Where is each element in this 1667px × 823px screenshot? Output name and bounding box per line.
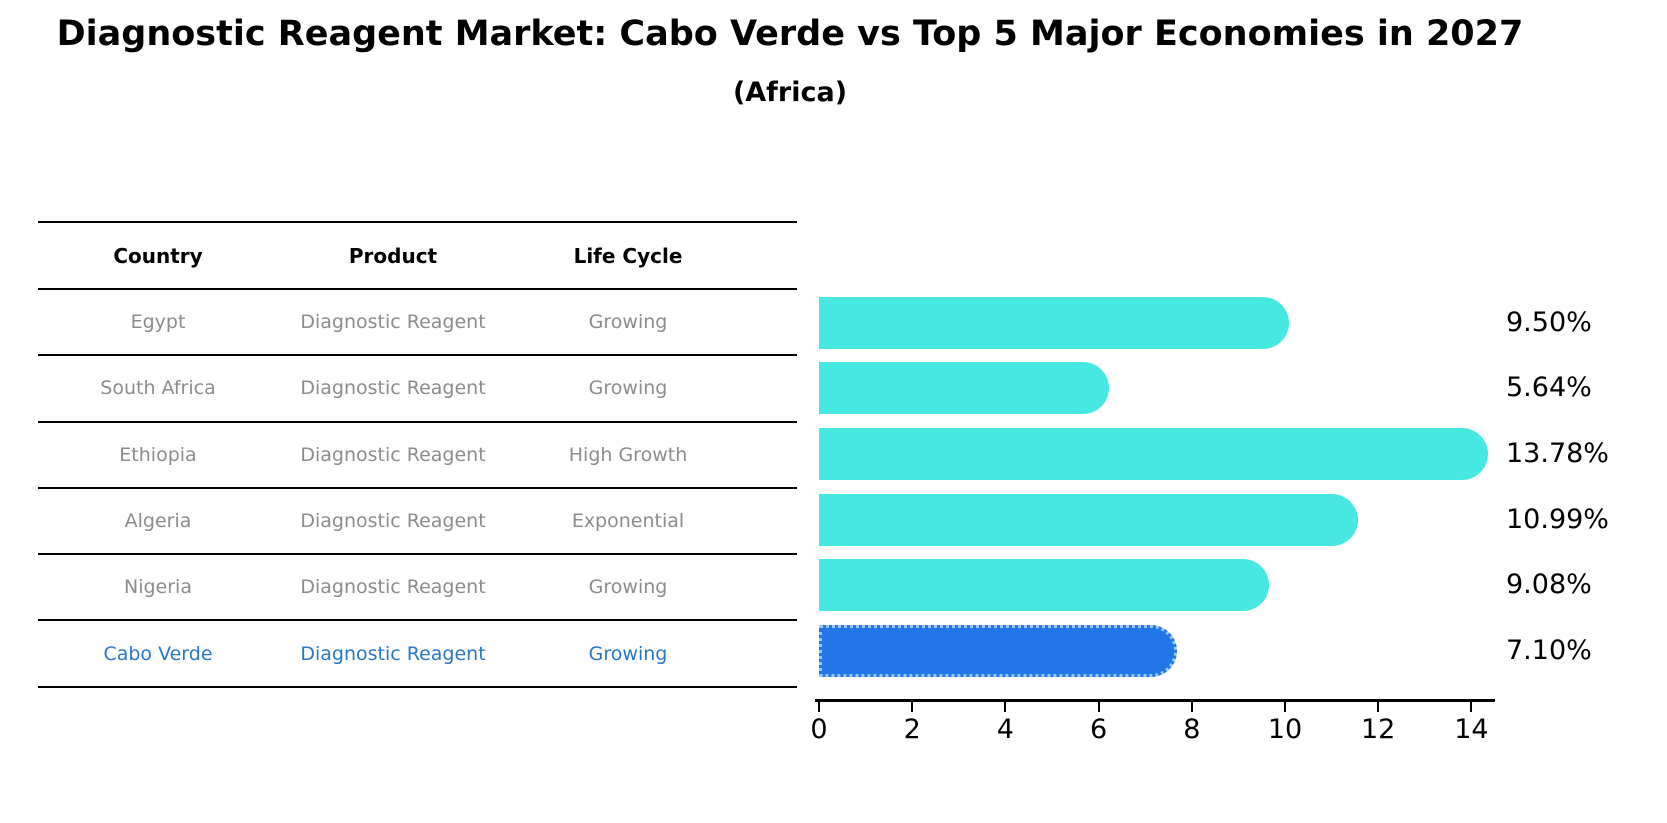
bar-south-africa	[819, 362, 1109, 414]
x-axis-tick-label: 0	[810, 714, 828, 745]
table-cell-life-cycle: Growing	[588, 311, 668, 334]
table-cell-product: Diagnostic Reagent	[300, 377, 486, 400]
table-row-egypt: Egypt Diagnostic Reagent Growing	[38, 290, 797, 357]
bar-value-label: 13.78%	[1506, 438, 1609, 469]
table-row-south-africa: South Africa Diagnostic Reagent Growing	[38, 356, 797, 423]
bar-value-label: 9.08%	[1506, 569, 1592, 600]
x-axis-tick-label: 4	[996, 714, 1014, 745]
table-cell-country: South Africa	[100, 377, 216, 400]
table-row-ethiopia: Ethiopia Diagnostic Reagent High Growth	[38, 423, 797, 489]
table-cell-country: Algeria	[124, 510, 192, 533]
bar-algeria	[819, 494, 1359, 546]
x-axis-tick-label: 14	[1454, 714, 1489, 745]
x-axis-tick	[1097, 702, 1100, 712]
table-cell-country: Ethiopia	[119, 443, 197, 466]
table-cell-product: Diagnostic Reagent	[300, 642, 486, 665]
country-table: Country Product Life Cycle Egypt Diagnos…	[38, 221, 797, 688]
x-axis-tick-label: 2	[903, 714, 921, 745]
bar-value-label: 10.99%	[1506, 504, 1609, 535]
table-cell-country: Nigeria	[124, 576, 192, 599]
table-cell-product: Diagnostic Reagent	[300, 311, 486, 334]
x-axis-tick	[818, 702, 820, 712]
bar-nigeria	[819, 559, 1270, 611]
x-axis	[815, 699, 1495, 702]
bar-egypt	[819, 297, 1289, 349]
table-cell-product: Diagnostic Reagent	[300, 443, 486, 466]
bar-value-label: 9.50%	[1506, 307, 1592, 338]
x-axis-tick	[911, 702, 914, 712]
table-cell-product: Diagnostic Reagent	[300, 510, 486, 533]
table-header-row: Country Product Life Cycle	[38, 223, 797, 290]
x-axis-tick	[1377, 702, 1380, 712]
table-cell-life-cycle: Exponential	[571, 510, 685, 533]
table-cell-product: Diagnostic Reagent	[300, 576, 486, 599]
table-cell-life-cycle: High Growth	[568, 443, 688, 466]
table-cell-life-cycle: Growing	[588, 576, 668, 599]
bar-value-label: 7.10%	[1506, 635, 1592, 666]
x-axis-tick-label: 8	[1183, 714, 1201, 745]
x-axis-tick-label: 10	[1267, 714, 1303, 745]
table-row-nigeria: Nigeria Diagnostic Reagent Growing	[38, 555, 797, 622]
x-axis-tick	[1190, 702, 1193, 712]
x-axis-tick-label: 6	[1090, 714, 1108, 745]
chart-subtitle: (Africa)	[732, 77, 848, 108]
table-cell-life-cycle: Growing	[588, 642, 668, 665]
table-row-cabo-verde: Cabo Verde Diagnostic Reagent Growing	[38, 621, 797, 688]
table-header-life-cycle: Life Cycle	[573, 243, 683, 268]
x-axis-tick	[1004, 702, 1007, 712]
table-cell-country: Cabo Verde	[103, 642, 213, 665]
table-cell-country: Egypt	[130, 311, 186, 334]
table-header-country: Country	[113, 243, 203, 268]
x-axis-tick-label: 12	[1361, 714, 1396, 745]
table-header-product: Product	[348, 243, 438, 268]
table-cell-life-cycle: Growing	[588, 377, 668, 400]
bar-cabo-verde	[819, 625, 1177, 677]
table-row-algeria: Algeria Diagnostic Reagent Exponential	[38, 489, 797, 556]
x-axis-tick	[1284, 702, 1286, 712]
chart-title: Diagnostic Reagent Market: Cabo Verde vs…	[56, 14, 1524, 54]
bar-value-label: 5.64%	[1506, 372, 1592, 403]
x-axis-tick	[1470, 702, 1473, 712]
bar-ethiopia	[819, 428, 1489, 480]
